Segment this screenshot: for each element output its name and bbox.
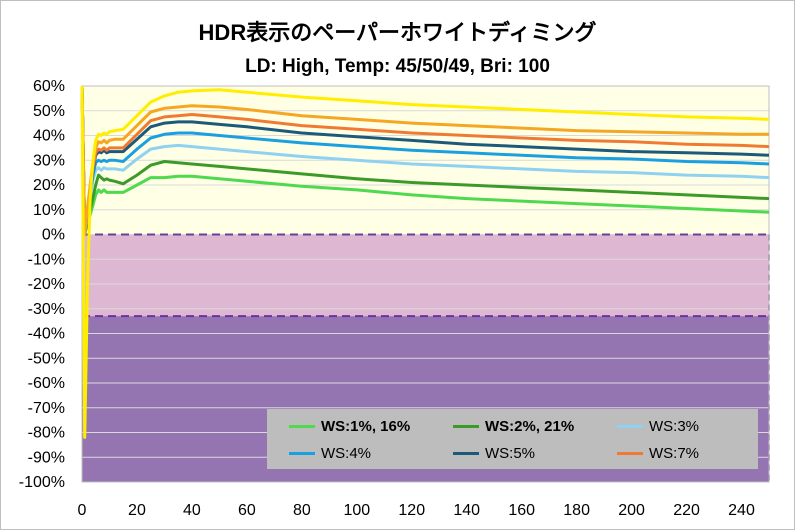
legend-swatch [289,424,315,428]
legend-swatch [453,451,479,455]
y-tick-label: -20% [28,276,65,293]
legend-label: WS:5% [485,444,536,462]
x-tick-label: 180 [563,502,590,519]
series-line [80,85,770,236]
y-tick-label: 10% [33,202,65,219]
series-line [80,85,770,439]
y-tick-label: 0% [42,227,65,244]
x-tick-label: 20 [128,502,146,519]
y-tick-label: 50% [33,103,65,120]
legend-swatch [617,451,643,455]
y-tick-label: 30% [33,152,65,169]
y-tick-label: 20% [33,177,65,194]
y-tick-label: -100% [19,474,65,491]
y-tick-label: 40% [33,128,65,145]
x-tick-label: 160 [508,502,535,519]
y-tick-label: -80% [28,425,65,442]
y-tick-label: 60% [33,78,65,95]
legend-label: WS:4% [321,444,372,462]
legend-item: WS:5% [453,443,535,463]
y-tick-label: -90% [28,449,65,466]
chart-subtitle: LD: High, Temp: 45/50/49, Bri: 100 [245,56,550,77]
x-tick-label: 140 [453,502,480,519]
x-tick-label: 80 [293,502,311,519]
y-tick-label: -70% [28,400,65,417]
x-tick-label: 0 [78,502,87,519]
chart-legend: WS:1%, 16% WS:2%, 21% WS:3% WS:4% WS:5% WS:7% [267,409,758,469]
series-line [80,85,770,234]
y-tick-label: -10% [28,251,65,268]
legend-label: WS:3% [649,417,700,435]
legend-label: WS:7% [649,444,700,462]
y-tick-label: -40% [28,326,65,343]
legend-swatch [617,424,643,428]
band-mild-dimming-zone [82,234,769,317]
legend-swatch [453,424,479,428]
legend-item: WS:1%, 16% [289,416,410,436]
x-tick-label: 100 [343,502,370,519]
legend-item: WS:4% [289,443,371,463]
legend-label: WS:1%, 16% [321,417,411,435]
legend-item: WS:2%, 21% [453,416,574,436]
legend-item: WS:7% [617,443,699,463]
legend-item: WS:3% [617,416,699,436]
x-tick-label: 40 [183,502,201,519]
x-tick-label: 220 [673,502,700,519]
x-tick-label: 60 [238,502,256,519]
legend-swatch [289,451,315,455]
x-tick-label: 120 [398,502,425,519]
legend-label: WS:2%, 21% [485,417,575,435]
y-tick-label: -50% [28,350,65,367]
y-tick-label: -30% [28,301,65,318]
y-tick-label: -60% [28,375,65,392]
series-line [80,85,770,236]
x-tick-label: 240 [728,502,755,519]
plot-area [81,85,770,483]
chart-title: HDR表示のペーパーホワイトディミング [198,20,597,45]
x-tick-label: 200 [618,502,645,519]
